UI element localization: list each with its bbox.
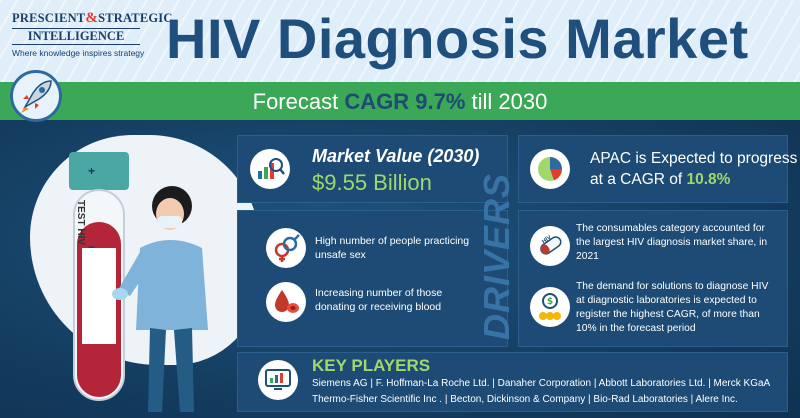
apac-text-line-2: at a CAGR of 10.8% [590, 171, 730, 189]
chart-magnifier-icon [250, 149, 290, 189]
key-players-icon [258, 360, 298, 400]
tube-minus-sign: − [88, 240, 96, 254]
logo-word-strategic: STRATEGIC [98, 11, 173, 25]
test-tube-illustration [69, 152, 129, 401]
apac-cagr: 10.8% [686, 171, 731, 188]
key-players-line-2: Thermo-Fisher Scientific Inc . | Becton,… [312, 394, 738, 405]
page-title: HIV Diagnosis Market [166, 7, 749, 70]
tube-label-text: TEST HIV [75, 200, 86, 246]
driver-item-1: High number of people practicing unsafe … [315, 235, 470, 261]
category-item-1: The consumables category accounted for t… [576, 223, 768, 262]
logo-line-1: PRESCIENT&STRATEGIC [12, 10, 172, 27]
apac-text-line-1: APAC is Expected to progress [590, 150, 798, 167]
category-card [518, 210, 788, 347]
driver-item-2: Increasing number of those donating or r… [315, 287, 443, 313]
market-value-title: Market Value (2030) [312, 146, 480, 166]
pie-chart-icon [530, 149, 570, 189]
tube-plus-sign: + [88, 164, 96, 178]
apac-prefix: at a CAGR of [590, 171, 683, 188]
blood-cells-icon [266, 282, 306, 322]
forecast-text: Forecast CAGR 9.7% till 2030 [0, 89, 800, 115]
nurse-illustration [112, 186, 208, 412]
hiv-vial-icon [530, 226, 570, 266]
key-players-card [237, 352, 788, 412]
logo-word-prescient: PRESCIENT [12, 11, 86, 25]
forecast-band: Forecast CAGR 9.7% till 2030 [0, 82, 800, 120]
logo-line-2: INTELLIGENCE [12, 28, 140, 45]
key-players-title: KEY PLAYERS [312, 356, 431, 375]
drivers-vertical-label: DRIVERS [476, 172, 517, 340]
market-value-card [237, 135, 508, 203]
forecast-prefix: Forecast [252, 89, 339, 114]
rocket-icon [10, 70, 62, 122]
svg-text:$: $ [547, 297, 553, 307]
tube-label: TEST HIV [75, 200, 86, 260]
gender-symbols-icon [266, 228, 306, 268]
logo-ampersand: & [85, 10, 99, 26]
key-players-line-1: Siemens AG | F. Hoffman-La Roche Ltd. | … [312, 378, 771, 389]
forecast-cagr: CAGR 9.7% [344, 89, 466, 114]
money-analysis-icon: $ [530, 287, 570, 327]
header-banner: PRESCIENT&STRATEGIC INTELLIGENCE Where k… [0, 0, 800, 82]
forecast-suffix: till 2030 [471, 89, 548, 114]
category-item-2: The demand for solutions to diagnose HIV… [576, 281, 769, 334]
logo-tagline: Where knowledge inspires strategy [12, 48, 145, 58]
company-logo: PRESCIENT&STRATEGIC INTELLIGENCE Where k… [12, 10, 172, 58]
market-value-amount: $9.55 Billion [312, 170, 432, 195]
